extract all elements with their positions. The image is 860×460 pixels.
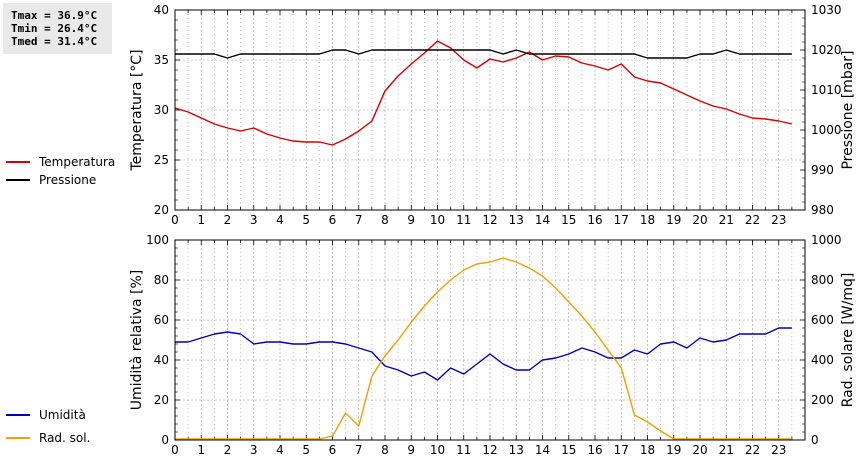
y-tick-label: 40 — [154, 353, 169, 367]
x-tick-label: 21 — [719, 443, 734, 457]
x-tick-label: 22 — [745, 213, 760, 227]
x-tick-label: 2 — [224, 213, 232, 227]
x-tick-label: 16 — [587, 213, 602, 227]
x-tick-label: 8 — [381, 213, 389, 227]
humidity-radiation-chart: 0 1 2 3 4 5 6 7 8 9 10 11 12 13 14 15 16 17 18 19 20 21 22 2302… — [6, 233, 856, 457]
x-tick-label: 23 — [771, 213, 786, 227]
x-tick-label: 3 — [250, 213, 258, 227]
legend-label: Umidità — [39, 408, 86, 422]
y-right-tick-label: 1020 — [811, 43, 842, 57]
y-right-tick-label: 600 — [811, 313, 834, 327]
x-tick-label: 18 — [640, 213, 655, 227]
x-tick-label: 21 — [719, 213, 734, 227]
series-line-2 — [175, 327, 792, 381]
tmin-label: Tmin = 26.4°C — [11, 22, 98, 35]
x-tick-label: 8 — [381, 443, 389, 457]
tmed-label: Tmed = 31.4°C — [11, 35, 98, 48]
x-tick-label: 20 — [692, 443, 707, 457]
y-right-tick-label: 1030 — [811, 3, 842, 17]
y-right-tick-label: 980 — [811, 203, 834, 217]
x-tick-label: 9 — [407, 213, 415, 227]
series-line-0 — [174, 40, 793, 146]
y-right-tick-label: 800 — [811, 273, 834, 287]
x-tick-label: 11 — [456, 213, 471, 227]
x-tick-label: 10 — [430, 213, 445, 227]
x-tick-label: 1 — [197, 443, 205, 457]
legend-label: Temperatura — [38, 155, 115, 169]
x-tick-label: 15 — [561, 213, 576, 227]
x-tick-label: 1 — [197, 213, 205, 227]
y-right-axis-label: Pressione [mbar] — [840, 50, 856, 169]
x-tick-label: 2 — [224, 443, 232, 457]
x-tick-label: 14 — [535, 443, 550, 457]
y-axis-label: Umidità relativa [%] — [129, 270, 145, 411]
y-tick-label: 60 — [154, 313, 169, 327]
y-right-tick-label: 990 — [811, 163, 834, 177]
x-tick-label: 23 — [771, 443, 786, 457]
x-tick-label: 5 — [302, 443, 310, 457]
series-line-1 — [175, 49, 792, 59]
x-tick-label: 13 — [509, 443, 524, 457]
y-right-tick-label: 1000 — [811, 123, 842, 137]
x-tick-label: 19 — [666, 213, 681, 227]
stats-box: Tmax = 36.9°C Tmin = 26.4°C Tmed = 31.4°… — [3, 3, 112, 54]
x-tick-label: 4 — [276, 213, 284, 227]
y-tick-label: 80 — [154, 273, 169, 287]
y-axis-label: Temperatura [°C] — [129, 49, 145, 171]
y-tick-label: 20 — [154, 393, 169, 407]
x-tick-label: 7 — [355, 443, 363, 457]
plot-frame — [174, 9, 806, 211]
x-tick-label: 13 — [509, 213, 524, 227]
y-tick-label: 35 — [154, 53, 169, 67]
x-tick-label: 17 — [614, 443, 629, 457]
x-tick-label: 12 — [482, 213, 497, 227]
x-tick-label: 10 — [430, 443, 445, 457]
x-tick-label: 6 — [329, 213, 337, 227]
temperature-pressure-chart: 0 1 2 3 4 5 6 7 8 9 10 11 12 13 14 15 16 17 18 19 20 21 22 2320… — [6, 3, 856, 227]
x-tick-label: 17 — [614, 213, 629, 227]
x-tick-label: 12 — [482, 443, 497, 457]
plot-frame — [174, 239, 806, 441]
x-tick-label: 16 — [587, 443, 602, 457]
x-tick-label: 22 — [745, 443, 760, 457]
legend-label: Rad. sol. — [39, 431, 90, 445]
legend-label: Pressione — [39, 173, 96, 187]
y-right-tick-label: 1000 — [811, 233, 842, 247]
x-tick-label: 5 — [302, 213, 310, 227]
x-tick-label: 11 — [456, 443, 471, 457]
x-tick-label: 0 — [171, 213, 179, 227]
x-tick-label: 7 — [355, 213, 363, 227]
y-tick-label: 30 — [154, 103, 169, 117]
y-right-axis-label: Rad. solare [W/mq] — [840, 273, 856, 408]
x-tick-label: 19 — [666, 443, 681, 457]
y-tick-label: 100 — [146, 233, 169, 247]
y-tick-label: 20 — [154, 203, 169, 217]
y-right-tick-label: 0 — [811, 433, 819, 447]
x-tick-label: 15 — [561, 443, 576, 457]
y-right-tick-label: 1010 — [811, 83, 842, 97]
series-line-3 — [175, 257, 792, 440]
y-tick-label: 25 — [154, 153, 169, 167]
x-tick-label: 0 — [171, 443, 179, 457]
x-tick-label: 20 — [692, 213, 707, 227]
x-tick-label: 6 — [329, 443, 337, 457]
y-tick-label: 0 — [161, 433, 169, 447]
x-tick-label: 18 — [640, 443, 655, 457]
x-tick-label: 3 — [250, 443, 258, 457]
x-tick-label: 9 — [407, 443, 415, 457]
y-right-tick-label: 200 — [811, 393, 834, 407]
tmax-label: Tmax = 36.9°C — [11, 9, 98, 22]
x-tick-label: 14 — [535, 213, 550, 227]
y-right-tick-label: 400 — [811, 353, 834, 367]
y-tick-label: 40 — [154, 3, 169, 17]
x-tick-label: 4 — [276, 443, 284, 457]
